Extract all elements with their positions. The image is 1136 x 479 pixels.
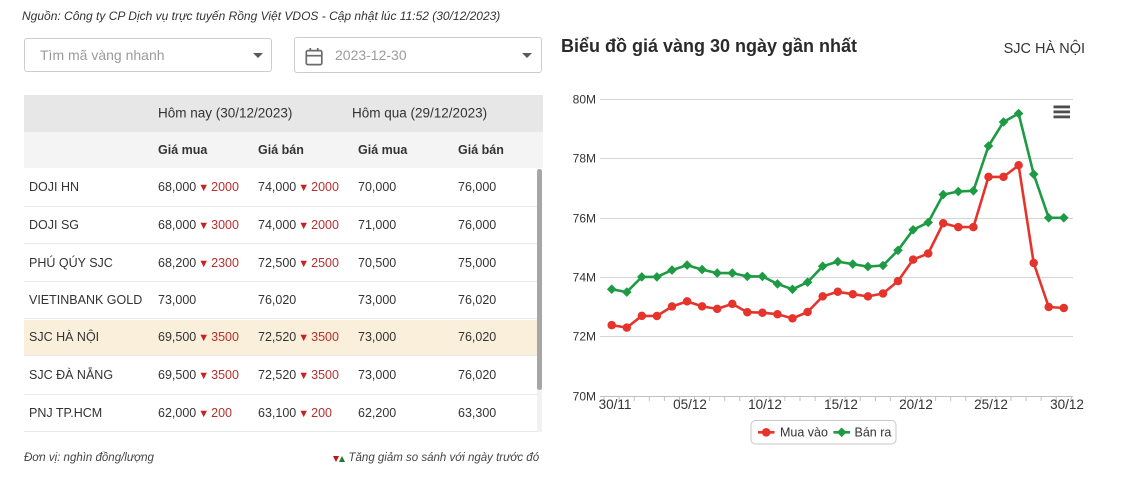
svg-text:74M: 74M <box>573 271 596 285</box>
svg-text:70M: 70M <box>573 390 596 404</box>
svg-text:15/12: 15/12 <box>824 397 858 412</box>
svg-text:Bán ra: Bán ra <box>855 426 892 440</box>
svg-text:80M: 80M <box>573 93 596 107</box>
svg-text:78M: 78M <box>573 152 596 166</box>
svg-text:10/12: 10/12 <box>748 397 782 412</box>
svg-text:05/12: 05/12 <box>673 397 707 412</box>
svg-text:20/12: 20/12 <box>899 397 933 412</box>
svg-text:25/12: 25/12 <box>974 397 1008 412</box>
svg-text:72M: 72M <box>573 330 596 344</box>
svg-text:30/12: 30/12 <box>1050 397 1084 412</box>
svg-text:30/11: 30/11 <box>599 397 632 412</box>
svg-text:76M: 76M <box>573 212 596 226</box>
svg-text:Mua vào: Mua vào <box>780 426 828 440</box>
